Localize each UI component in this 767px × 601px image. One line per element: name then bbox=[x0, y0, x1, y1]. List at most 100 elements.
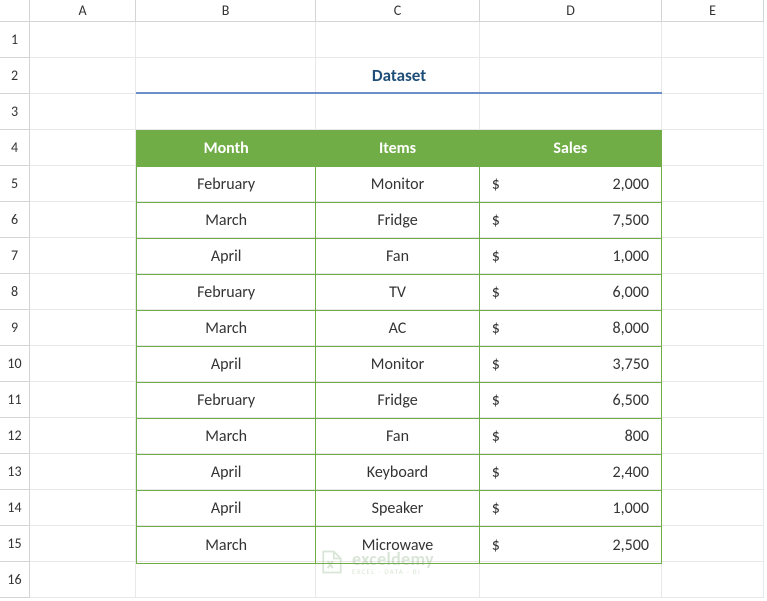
row-header-4[interactable]: 4 bbox=[0, 130, 30, 166]
cell-E12[interactable] bbox=[662, 418, 764, 454]
row-header-15[interactable]: 15 bbox=[0, 526, 30, 562]
table-cell-items[interactable]: TV bbox=[316, 275, 479, 311]
cell-B16[interactable] bbox=[136, 562, 316, 598]
table-cell-sales[interactable]: $1,000 bbox=[480, 491, 661, 527]
cell-E14[interactable] bbox=[662, 490, 764, 526]
cell-E6[interactable] bbox=[662, 202, 764, 238]
table-cell-sales[interactable]: $2,500 bbox=[480, 527, 661, 563]
cell-C3[interactable] bbox=[316, 94, 480, 130]
col-header-D[interactable]: D bbox=[480, 0, 662, 22]
table-cell-sales[interactable]: $8,000 bbox=[480, 311, 661, 347]
table-cell-sales[interactable]: $2,400 bbox=[480, 455, 661, 491]
row-header-9[interactable]: 9 bbox=[0, 310, 30, 346]
cell-E9[interactable] bbox=[662, 310, 764, 346]
row-header-10[interactable]: 10 bbox=[0, 346, 30, 382]
cell-A11[interactable] bbox=[30, 382, 136, 418]
cell-E13[interactable] bbox=[662, 454, 764, 490]
table-cell-items[interactable]: Fridge bbox=[316, 383, 479, 419]
table-cell-month[interactable]: March bbox=[137, 419, 316, 455]
row-header-11[interactable]: 11 bbox=[0, 382, 30, 418]
cell-D16[interactable] bbox=[480, 562, 662, 598]
row-header-16[interactable]: 16 bbox=[0, 562, 30, 598]
cell-A4[interactable] bbox=[30, 130, 136, 166]
table-cell-month[interactable]: April bbox=[137, 347, 316, 383]
row-header-3[interactable]: 3 bbox=[0, 94, 30, 130]
table-cell-month[interactable]: April bbox=[137, 239, 316, 275]
cell-E7[interactable] bbox=[662, 238, 764, 274]
row-header-12[interactable]: 12 bbox=[0, 418, 30, 454]
cell-A12[interactable] bbox=[30, 418, 136, 454]
table-cell-month[interactable]: March bbox=[137, 311, 316, 347]
cell-A14[interactable] bbox=[30, 490, 136, 526]
cell-A13[interactable] bbox=[30, 454, 136, 490]
cell-B1[interactable] bbox=[136, 22, 316, 58]
cell-E16[interactable] bbox=[662, 562, 764, 598]
cell-D3[interactable] bbox=[480, 94, 662, 130]
cell-E10[interactable] bbox=[662, 346, 764, 382]
row-header-7[interactable]: 7 bbox=[0, 238, 30, 274]
cell-A16[interactable] bbox=[30, 562, 136, 598]
row-header-5[interactable]: 5 bbox=[0, 166, 30, 202]
cell-A10[interactable] bbox=[30, 346, 136, 382]
cell-E4[interactable] bbox=[662, 130, 764, 166]
cell-E11[interactable] bbox=[662, 382, 764, 418]
table-cell-month[interactable]: April bbox=[137, 491, 316, 527]
cell-A8[interactable] bbox=[30, 274, 136, 310]
table-row: FebruaryMonitor$2,000 bbox=[137, 167, 661, 203]
table-cell-items[interactable]: Fan bbox=[316, 239, 479, 275]
col-header-C[interactable]: C bbox=[316, 0, 480, 22]
table-cell-sales[interactable]: $7,500 bbox=[480, 203, 661, 239]
table-cell-month[interactable]: March bbox=[137, 203, 316, 239]
table-cell-items[interactable]: AC bbox=[316, 311, 479, 347]
table-cell-month[interactable]: February bbox=[137, 167, 316, 203]
table-cell-month[interactable]: March bbox=[137, 527, 316, 563]
cell-A3[interactable] bbox=[30, 94, 136, 130]
cell-E3[interactable] bbox=[662, 94, 764, 130]
table-cell-items[interactable]: Fridge bbox=[316, 203, 479, 239]
table-row: AprilSpeaker$1,000 bbox=[137, 491, 661, 527]
cell-A2[interactable] bbox=[30, 58, 136, 94]
header-corner[interactable] bbox=[0, 0, 30, 22]
table-row: AprilKeyboard$2,400 bbox=[137, 455, 661, 491]
sales-value: 3,750 bbox=[613, 355, 653, 374]
table-cell-items[interactable]: Keyboard bbox=[316, 455, 479, 491]
cell-A5[interactable] bbox=[30, 166, 136, 202]
cell-A9[interactable] bbox=[30, 310, 136, 346]
table-cell-items[interactable]: Speaker bbox=[316, 491, 479, 527]
table-cell-sales[interactable]: $800 bbox=[480, 419, 661, 455]
cell-E2[interactable] bbox=[662, 58, 764, 94]
cell-E8[interactable] bbox=[662, 274, 764, 310]
table-cell-items[interactable]: Fan bbox=[316, 419, 479, 455]
cell-B3[interactable] bbox=[136, 94, 316, 130]
col-header-B[interactable]: B bbox=[136, 0, 316, 22]
col-header-A[interactable]: A bbox=[30, 0, 136, 22]
row-header-2[interactable]: 2 bbox=[0, 58, 30, 94]
cell-A15[interactable] bbox=[30, 526, 136, 562]
cell-E15[interactable] bbox=[662, 526, 764, 562]
cell-A1[interactable] bbox=[30, 22, 136, 58]
cell-A7[interactable] bbox=[30, 238, 136, 274]
col-header-E[interactable]: E bbox=[662, 0, 764, 22]
cell-C1[interactable] bbox=[316, 22, 480, 58]
row-header-13[interactable]: 13 bbox=[0, 454, 30, 490]
cell-E5[interactable] bbox=[662, 166, 764, 202]
row-header-14[interactable]: 14 bbox=[0, 490, 30, 526]
table-row: FebruaryTV$6,000 bbox=[137, 275, 661, 311]
cell-E1[interactable] bbox=[662, 22, 764, 58]
table-cell-sales[interactable]: $3,750 bbox=[480, 347, 661, 383]
row-header-6[interactable]: 6 bbox=[0, 202, 30, 238]
table-cell-month[interactable]: February bbox=[137, 383, 316, 419]
row-header-8[interactable]: 8 bbox=[0, 274, 30, 310]
row-header-1[interactable]: 1 bbox=[0, 22, 30, 58]
table-cell-sales[interactable]: $1,000 bbox=[480, 239, 661, 275]
table-header-row: MonthItemsSales bbox=[137, 131, 661, 167]
table-cell-sales[interactable]: $6,500 bbox=[480, 383, 661, 419]
table-cell-sales[interactable]: $2,000 bbox=[480, 167, 661, 203]
table-cell-month[interactable]: February bbox=[137, 275, 316, 311]
cell-A6[interactable] bbox=[30, 202, 136, 238]
table-cell-month[interactable]: April bbox=[137, 455, 316, 491]
table-cell-sales[interactable]: $6,000 bbox=[480, 275, 661, 311]
table-cell-items[interactable]: Monitor bbox=[316, 167, 479, 203]
cell-D1[interactable] bbox=[480, 22, 662, 58]
table-cell-items[interactable]: Monitor bbox=[316, 347, 479, 383]
